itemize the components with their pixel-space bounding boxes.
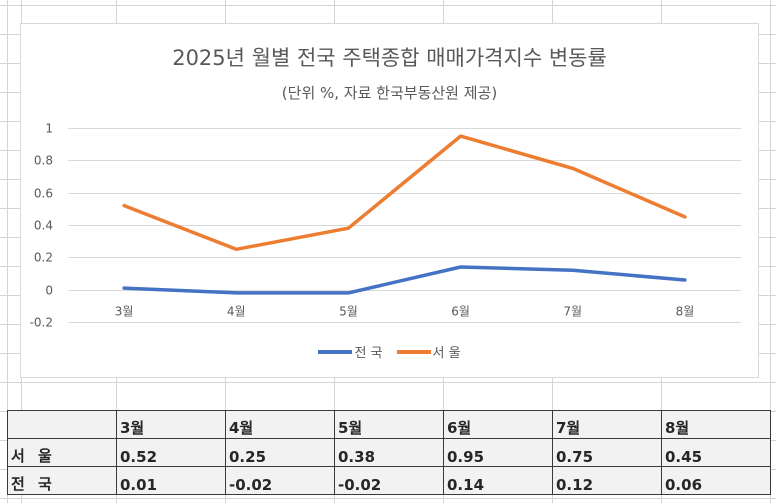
y-tick-label: 0.8: [34, 154, 53, 168]
table-cell[interactable]: 0.06: [661, 466, 771, 495]
y-tick-label: 0.6: [34, 187, 53, 201]
table-cell[interactable]: -0.02: [334, 466, 444, 495]
x-tick-label: 6월: [451, 305, 470, 319]
table-cell[interactable]: 0.95: [443, 438, 553, 467]
table-header-cell[interactable]: 6월: [443, 410, 553, 439]
table-header-cell[interactable]: [7, 410, 117, 439]
plot-area: 1 0.8 0.6 0.4 0.2 0 -0.2 3월 4월 5월 6월 7월 8월: [30, 122, 741, 330]
table-cell[interactable]: 0.01: [116, 466, 226, 495]
table-header-cell[interactable]: 8월: [661, 410, 771, 439]
x-tick-label: 4월: [227, 305, 246, 319]
y-tick-label: -0.2: [30, 316, 53, 330]
table-row-label[interactable]: 서 울: [7, 438, 117, 467]
table-header-row: 3월 4월 5월 6월 7월 8월: [7, 410, 771, 439]
x-tick-label: 7월: [563, 305, 582, 319]
data-table: 3월 4월 5월 6월 7월 8월 서 울 0.52 0.25 0.38 0.9…: [7, 410, 771, 495]
table-row-national: 전 국 0.01 -0.02 -0.02 0.14 0.12 0.06: [7, 466, 771, 495]
chart-title: 2025년 월별 전국 주택종합 매매가격지수 변동률: [172, 46, 607, 70]
table-header-cell[interactable]: 4월: [225, 410, 335, 439]
table-row-label[interactable]: 전 국: [7, 466, 117, 495]
y-tick-label: 1: [45, 122, 53, 136]
series-line[interactable]: [122, 134, 687, 252]
legend-swatch-seoul: [396, 349, 431, 354]
x-tick-label: 5월: [339, 305, 358, 319]
table-cell[interactable]: 0.14: [443, 466, 553, 495]
x-tick-label: 8월: [676, 305, 695, 319]
y-tick-label: 0: [45, 284, 53, 298]
legend-label-seoul: 서 울: [432, 346, 461, 361]
table-cell[interactable]: 0.25: [225, 438, 335, 467]
table-cell[interactable]: 0.38: [334, 438, 444, 467]
table-cell[interactable]: 0.45: [661, 438, 771, 467]
table-header-cell[interactable]: 7월: [552, 410, 662, 439]
table-header-cell[interactable]: 3월: [116, 410, 226, 439]
chart-container[interactable]: 2025년 월별 전국 주택종합 매매가격지수 변동률 (단위 %, 자료 한국…: [20, 23, 759, 378]
legend-item-seoul: 서 울: [396, 342, 461, 361]
y-tick-label: 0.4: [34, 219, 53, 233]
legend-item-national: 전 국: [318, 342, 383, 361]
legend-label-national: 전 국: [354, 346, 383, 361]
chart-subtitle: (단위 %, 자료 한국부동산원 제공): [281, 84, 498, 102]
legend: 전 국 서 울: [21, 342, 758, 361]
table-cell[interactable]: 0.12: [552, 466, 662, 495]
table-cell[interactable]: -0.02: [225, 466, 335, 495]
table-row-seoul: 서 울 0.52 0.25 0.38 0.95 0.75 0.45: [7, 438, 771, 467]
x-tick-label: 3월: [115, 305, 134, 319]
legend-swatch-national: [318, 349, 353, 354]
y-tick-label: 0.2: [34, 251, 53, 265]
table-cell[interactable]: 0.75: [552, 438, 662, 467]
series-line[interactable]: [122, 265, 687, 295]
table-cell[interactable]: 0.52: [116, 438, 226, 467]
table-header-cell[interactable]: 5월: [334, 410, 444, 439]
